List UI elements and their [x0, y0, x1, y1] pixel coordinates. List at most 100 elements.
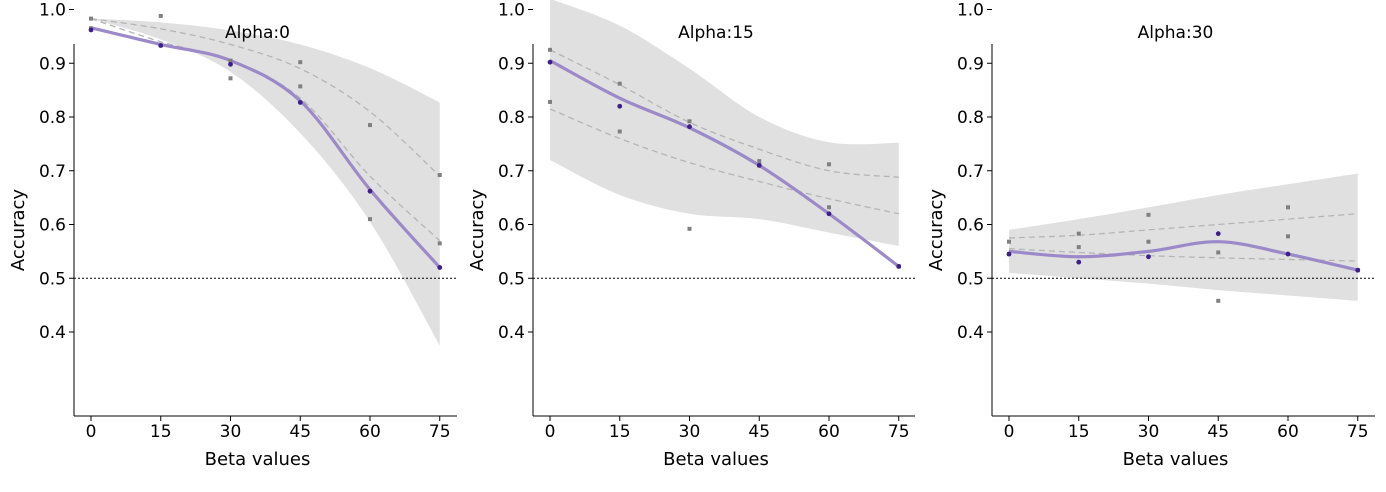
data-point-secondary	[1007, 239, 1011, 244]
y-tick-label: 0.4	[957, 323, 984, 343]
x-axis-label: Beta values	[205, 449, 311, 470]
data-point-primary	[1285, 251, 1291, 257]
dashed-fit-line-1	[90, 17, 441, 177]
data-point-primary	[617, 103, 623, 109]
data-point-primary	[1355, 267, 1361, 273]
y-tick-label: 0.9	[957, 54, 984, 74]
data-point-primary	[158, 43, 164, 48]
y-tick-label: 0.5	[39, 269, 66, 289]
data-point-secondary	[1286, 234, 1290, 239]
mean-fit-line	[549, 59, 900, 268]
x-axis-label: Beta values	[663, 449, 769, 470]
confidence-band	[1009, 173, 1358, 301]
y-tick-label: 0.7	[39, 162, 66, 182]
data-point-primary	[437, 265, 443, 270]
y-axis-label: Accuracy	[467, 189, 488, 272]
y-tick-label: 0.9	[39, 54, 66, 74]
chart-panel-2: 0.4 0.5 0.6 0.7 0.8 0.9 1.0 0 15 30 45 60 75 Alpha:15…	[467, 0, 915, 470]
x-tick-label: 15	[609, 422, 631, 442]
data-point-secondary	[1146, 212, 1151, 217]
confidence-band	[550, 0, 899, 246]
data-point-secondary	[298, 84, 303, 89]
data-point-primary	[88, 27, 94, 33]
data-point-secondary	[1146, 239, 1151, 244]
y-tick-label: 1.0	[39, 1, 66, 21]
data-point-secondary	[1216, 250, 1221, 255]
y-axis-label: Accuracy	[8, 189, 29, 272]
data-point-secondary	[548, 47, 552, 52]
x-tick-label: 0	[545, 422, 556, 442]
panel-title: Alpha:15	[678, 23, 754, 43]
y-axis-label: Accuracy	[926, 189, 947, 272]
panel-title: Alpha:30	[1138, 23, 1214, 43]
data-point-secondary	[1216, 298, 1221, 303]
data-point-primary	[1006, 251, 1012, 257]
x-tick-label: 45	[1207, 422, 1229, 442]
x-tick-label: 75	[1347, 422, 1369, 442]
data-point-primary	[547, 59, 553, 65]
data-point-secondary	[368, 217, 372, 222]
y-tick-label: 0.4	[498, 323, 525, 343]
y-tick-label: 0.4	[39, 323, 66, 343]
y-tick-label: 0.7	[498, 162, 525, 182]
data-point-secondary	[617, 81, 622, 86]
data-point-primary	[1215, 231, 1221, 237]
data-point-secondary	[548, 99, 552, 104]
data-point-secondary	[368, 123, 372, 128]
data-point-primary	[896, 264, 902, 269]
panel-title: Alpha:0	[225, 23, 290, 43]
dashed-fit-line-1	[549, 49, 899, 178]
data-point-secondary	[437, 241, 442, 246]
dashed-fit-line-2	[1008, 248, 1358, 262]
y-tick-label: 0.8	[957, 108, 984, 128]
data-point-secondary	[1286, 205, 1290, 210]
confidence-band	[91, 18, 440, 346]
data-point-primary	[228, 61, 233, 67]
x-tick-label: 75	[888, 422, 910, 442]
data-point-secondary	[228, 76, 233, 81]
data-point-primary	[1146, 254, 1151, 260]
x-tick-label: 60	[359, 422, 381, 442]
data-point-secondary	[1076, 245, 1081, 250]
data-point-primary	[756, 162, 762, 168]
data-point-secondary	[298, 60, 303, 65]
x-tick-label: 45	[289, 422, 311, 442]
data-point-secondary	[687, 226, 692, 231]
y-tick-label: 0.7	[957, 162, 984, 182]
data-point-secondary	[687, 119, 692, 124]
dashed-fit-line-2	[549, 108, 899, 215]
x-axis-label: Beta values	[1123, 449, 1229, 470]
y-tick-label: 1.0	[957, 1, 984, 21]
x-tick-label: 75	[429, 422, 451, 442]
data-point-primary	[687, 124, 692, 130]
x-tick-label: 15	[1068, 422, 1090, 442]
y-tick-label: 0.5	[957, 269, 984, 289]
data-point-secondary	[617, 129, 622, 134]
data-point-primary	[297, 100, 303, 105]
data-point-primary	[1076, 259, 1082, 265]
x-tick-label: 0	[1004, 422, 1015, 442]
y-tick-label: 0.9	[498, 54, 525, 74]
dashed-fit-line-1	[1008, 213, 1358, 239]
data-point-secondary	[437, 173, 442, 178]
y-tick-label: 0.8	[498, 108, 525, 128]
y-tick-label: 0.6	[498, 216, 525, 236]
x-tick-label: 15	[150, 422, 172, 442]
data-point-secondary	[827, 162, 831, 167]
data-point-secondary	[228, 58, 233, 63]
x-tick-label: 45	[748, 422, 770, 442]
data-point-secondary	[158, 13, 163, 18]
y-tick-label: 0.6	[957, 216, 984, 236]
mean-fit-line	[1008, 240, 1359, 272]
data-point-primary	[826, 211, 832, 217]
y-tick-label: 0.6	[39, 216, 66, 236]
x-tick-label: 30	[1138, 422, 1160, 442]
x-tick-label: 60	[818, 422, 840, 442]
data-point-secondary	[757, 159, 762, 164]
y-tick-label: 0.8	[39, 108, 66, 128]
data-point-primary	[367, 188, 373, 194]
x-tick-label: 0	[86, 422, 97, 442]
y-tick-label: 1.0	[498, 1, 525, 21]
x-tick-label: 30	[220, 422, 242, 442]
